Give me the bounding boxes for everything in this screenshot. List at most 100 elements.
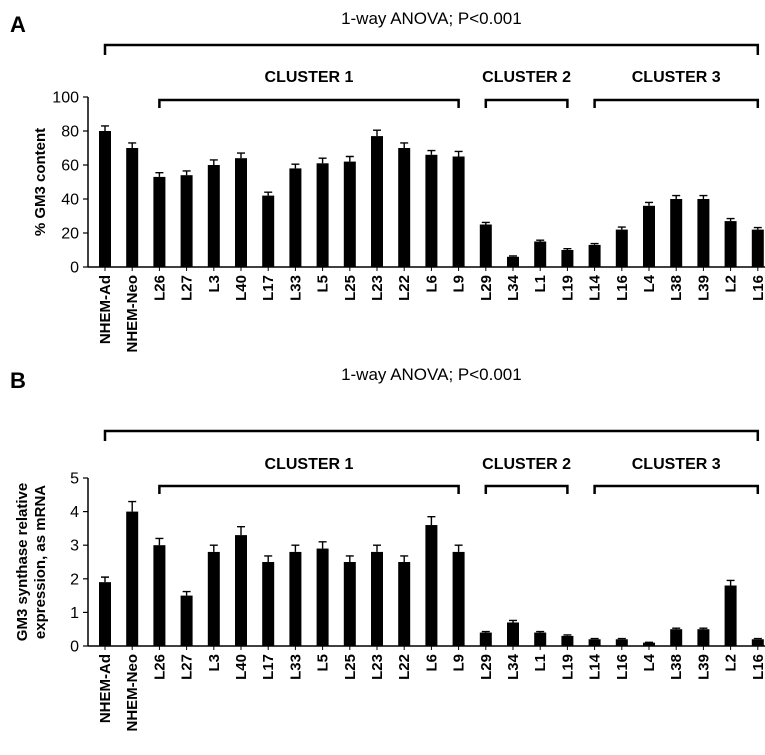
bar-l25 [343,562,356,646]
error-bar [481,221,490,225]
error-bar [617,637,626,640]
y-axis-label: % GM3 content [32,128,49,236]
cluster-label-1: CLUSTER 1 [265,456,354,473]
x-tick-label: L34 [505,274,522,301]
panel-letter: A [10,12,26,37]
error-bar [645,201,653,206]
cluster-bracket-1 [158,98,460,108]
error-bar [291,544,300,552]
cluster-label-2: CLUSTER 2 [482,69,571,86]
x-tick-label: L38 [668,275,685,301]
x-tick-label: L25 [342,654,359,680]
error-bar [427,149,436,155]
error-bar [699,194,708,199]
bar-l26 [153,176,166,267]
cluster-label-2: CLUSTER 2 [482,456,571,473]
cluster-bracket-1 [158,484,460,494]
bar-l5 [316,548,329,646]
error-bar [481,630,490,633]
error-bar [672,194,681,199]
error-bar [209,544,218,552]
bar-l38 [670,199,683,267]
y-tick-label: 3 [70,538,79,555]
error-bar [563,247,572,250]
bar-nhem-ad [99,582,111,646]
error-bar [563,634,572,636]
bar-l16 [615,639,628,646]
x-tick-label: L5 [315,275,332,293]
x-tick-label: NHEM-Neo [124,275,141,353]
bar-l4 [643,642,655,646]
x-tick-label: L22 [396,654,413,680]
bar-l22 [398,148,411,267]
y-tick-label: 100 [52,90,79,107]
y-tick-label: 60 [61,158,79,175]
bar-l16 [751,229,764,267]
bar-l6 [425,525,438,646]
bar-l29 [479,224,492,267]
bar-l25 [343,161,356,267]
x-tick-label: L16 [614,654,631,680]
bar-l3 [207,165,220,267]
x-tick-label: L19 [559,275,576,301]
bar-l23 [371,551,383,646]
x-tick-label: L14 [587,653,604,680]
error-bar [155,171,164,177]
x-tick-label: L39 [695,275,712,301]
anova-bracket [103,43,760,55]
x-tick-label: L26 [151,654,168,680]
bar-l23 [371,136,383,267]
error-bar [345,555,354,562]
error-bar [101,576,109,583]
x-tick-label: L29 [478,275,495,301]
y-tick-label: 2 [70,571,79,588]
bar-l27 [180,175,193,267]
y-tick-label: 40 [61,192,79,209]
error-bar [264,191,273,196]
cluster-bracket-3 [593,98,760,108]
error-bar [291,163,300,169]
bar-l14 [588,244,601,267]
error-bar [509,619,517,623]
bar-l39 [697,199,710,267]
x-tick-label: L14 [587,274,604,301]
x-tick-label: L26 [151,275,168,301]
bar-nhem-neo [126,148,139,267]
error-bar [454,544,463,552]
x-tick-label: L16 [750,654,765,680]
bar-l9 [452,551,465,646]
x-tick-label: L38 [668,654,685,680]
error-bar [400,555,409,562]
y-tick-label: 1 [70,605,79,622]
error-bar [237,152,245,159]
x-tick-label: L23 [369,275,386,301]
bar-l16 [751,639,764,646]
x-tick-label: L5 [315,654,332,672]
y-tick-label: 0 [70,260,79,277]
error-bar [699,627,708,630]
bar-l34 [507,256,519,267]
error-bar [237,526,245,536]
x-tick-label: L27 [179,275,196,301]
bar-l22 [398,562,411,646]
error-bar [536,630,545,633]
error-bar [373,129,381,137]
x-tick-label: L19 [559,654,576,680]
bar-l2 [724,585,737,646]
y-tick-label: 5 [70,471,79,488]
cluster-label-1: CLUSTER 1 [265,69,354,86]
x-tick-label: L39 [695,654,712,680]
x-tick-label: L23 [369,654,386,680]
x-tick-label: L6 [423,654,440,672]
x-tick-label: L4 [641,653,658,671]
error-bar [264,555,273,562]
y-tick-label: 80 [61,124,79,141]
x-tick-label: L2 [723,275,740,293]
error-bar [209,159,218,165]
error-bar [128,142,137,148]
error-bar [101,125,109,131]
x-tick-label: L33 [287,654,304,680]
error-bar [672,627,681,630]
error-bar [318,541,327,549]
bar-l33 [289,551,302,646]
